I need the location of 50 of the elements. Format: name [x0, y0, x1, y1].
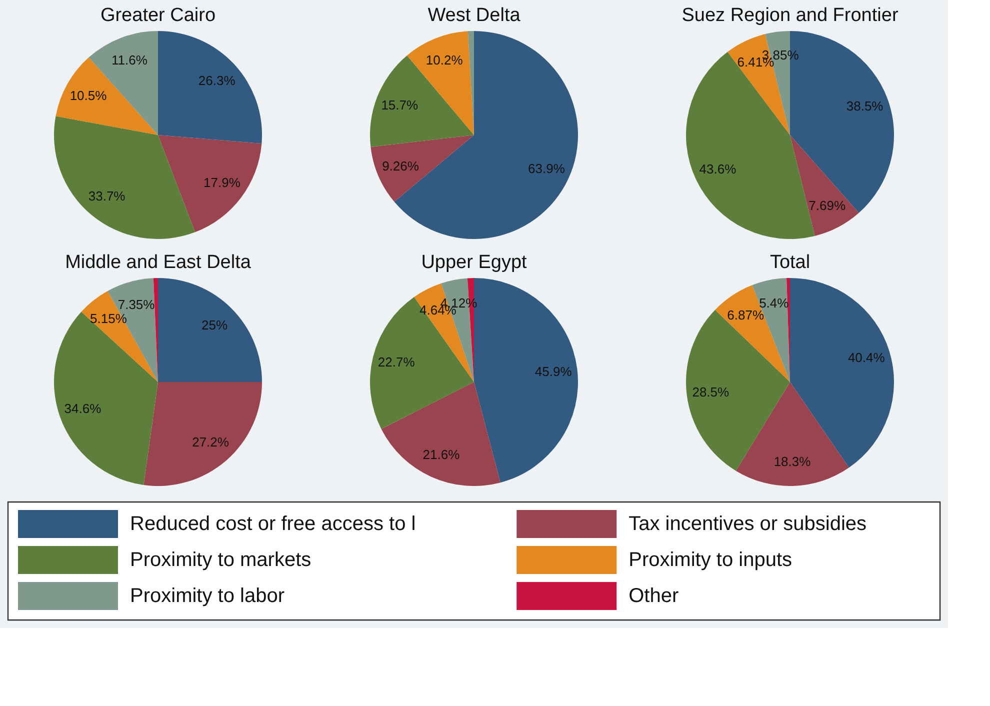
pie-slice [715, 285, 790, 382]
data-label: 10.5% [70, 88, 108, 103]
data-label: 15.7% [381, 98, 418, 113]
data-label: 17.9% [204, 175, 241, 190]
pie-slice [158, 278, 262, 382]
legend-label: Reduced cost or free access to l [130, 513, 416, 535]
legend-label: Proximity to labor [130, 585, 285, 607]
data-label: 63.9% [528, 160, 566, 176]
chart-title: West Delta [428, 5, 521, 26]
pie-slice [81, 291, 158, 382]
pie-slice [158, 31, 262, 144]
pie-slice [381, 382, 500, 486]
legend-label: Tax incentives or subsidies [628, 513, 867, 535]
data-label: 34.6% [64, 401, 102, 416]
data-label: 25% [202, 317, 228, 332]
chart-title: Middle and East Delta [65, 252, 252, 273]
data-label: 21.6% [422, 446, 460, 462]
data-label: 7.69% [808, 198, 846, 213]
data-label: 7.35% [118, 297, 156, 312]
data-label: 11.6% [112, 52, 148, 68]
data-label: 43.6% [699, 161, 737, 176]
pie-slice [144, 382, 262, 486]
data-label: 22.7% [378, 354, 416, 370]
legend-label: Proximity to inputs [628, 549, 792, 571]
pie-slice [790, 135, 859, 236]
pie-slice [54, 312, 158, 486]
data-label: 6.87% [727, 307, 764, 322]
legend-label: Other [628, 585, 679, 607]
data-label: 38.5% [846, 98, 884, 114]
data-label: 18.3% [774, 454, 812, 469]
chart-title: Suez Region and Frontier [682, 5, 899, 26]
pie-slice [54, 116, 196, 239]
data-label: 27.2% [192, 434, 230, 450]
legend-label: Proximity to markets [130, 549, 312, 571]
chart-title: Total [770, 252, 810, 273]
pie-slice [158, 135, 262, 232]
data-label: 28.5% [692, 384, 730, 400]
chart-title: Greater Cairo [100, 5, 216, 26]
data-label: 33.7% [88, 188, 126, 204]
pie-slice [370, 55, 474, 147]
data-label: 9.26% [382, 158, 420, 174]
data-label: 10.2% [426, 52, 464, 68]
data-label: 26.3% [198, 72, 236, 88]
data-label: 5.15% [90, 311, 128, 326]
pie-slice [56, 57, 158, 135]
data-label: 40.4% [848, 350, 886, 366]
chart-title: Upper Egypt [421, 252, 528, 273]
data-label: 45.9% [534, 364, 572, 379]
pie-slice [370, 135, 474, 202]
pie-slice [736, 382, 849, 486]
